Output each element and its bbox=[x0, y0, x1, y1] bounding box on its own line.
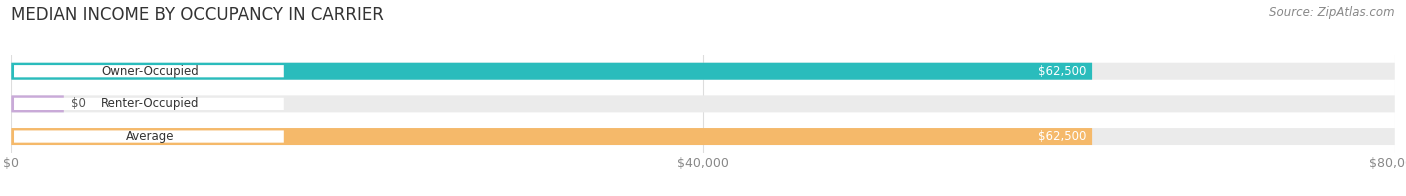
Text: Renter-Occupied: Renter-Occupied bbox=[101, 97, 200, 110]
FancyBboxPatch shape bbox=[14, 65, 284, 77]
Text: MEDIAN INCOME BY OCCUPANCY IN CARRIER: MEDIAN INCOME BY OCCUPANCY IN CARRIER bbox=[11, 6, 384, 24]
FancyBboxPatch shape bbox=[14, 130, 284, 143]
Text: Owner-Occupied: Owner-Occupied bbox=[101, 65, 200, 78]
FancyBboxPatch shape bbox=[11, 95, 63, 112]
Text: $62,500: $62,500 bbox=[1038, 65, 1087, 78]
Text: Average: Average bbox=[127, 130, 174, 143]
Text: Source: ZipAtlas.com: Source: ZipAtlas.com bbox=[1270, 6, 1395, 19]
FancyBboxPatch shape bbox=[11, 63, 1092, 80]
FancyBboxPatch shape bbox=[11, 63, 1395, 80]
FancyBboxPatch shape bbox=[11, 128, 1395, 145]
Text: $0: $0 bbox=[70, 97, 86, 110]
FancyBboxPatch shape bbox=[11, 128, 1092, 145]
FancyBboxPatch shape bbox=[14, 98, 284, 110]
FancyBboxPatch shape bbox=[11, 95, 1395, 112]
Text: $62,500: $62,500 bbox=[1038, 130, 1087, 143]
